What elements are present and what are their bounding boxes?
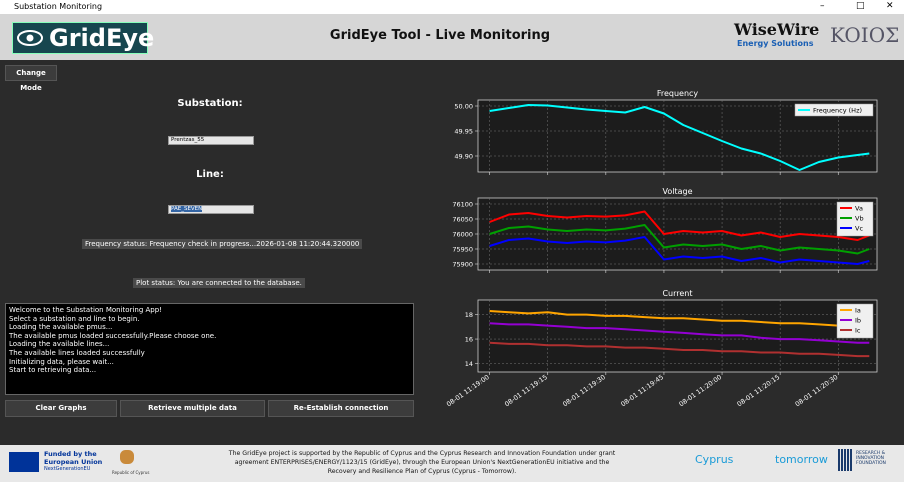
legend-label: Vc	[855, 225, 863, 233]
chart-title: Current	[662, 289, 692, 298]
plot-area	[477, 299, 878, 373]
clear-graphs-button[interactable]: Clear Graphs	[5, 400, 117, 417]
y-tick-label: 18	[465, 311, 473, 319]
series-line	[489, 236, 870, 265]
legend-label: Vb	[855, 215, 864, 223]
close-button[interactable]: ✕	[886, 1, 894, 11]
reconnect-button[interactable]: Re-Establish connection	[268, 400, 414, 417]
frequency-status: Frequency status: Frequency check in pro…	[82, 239, 363, 249]
x-tick-label: 08-01 11:19:15	[503, 373, 549, 408]
y-tick-label: 75950	[452, 246, 473, 254]
substation-dropdown[interactable]: Prentzas_55	[168, 136, 254, 145]
logo-text: GridEye	[49, 24, 155, 52]
x-tick-label: 08-01 11:20:15	[736, 373, 782, 408]
plot-status: Plot status: You are connected to the da…	[133, 278, 305, 288]
y-tick-label: 16	[465, 336, 473, 344]
log-line: The available pmus loaded successfully.P…	[9, 331, 217, 340]
series-line	[489, 310, 870, 328]
x-tick-label: 08-01 11:20:00	[678, 373, 724, 408]
change-mode-button[interactable]: Change Mode	[5, 65, 57, 92]
y-tick-label: 49.95	[454, 128, 473, 136]
series-line	[489, 104, 870, 171]
series-line	[489, 341, 870, 358]
substation-label: Substation:	[177, 98, 243, 109]
x-tick-label: 08-01 11:19:45	[619, 373, 665, 408]
retrieve-button[interactable]: Retrieve multiple data	[120, 400, 265, 417]
y-tick-label: 76050	[452, 216, 473, 224]
log-line: Loading the available pmus...	[9, 323, 113, 332]
partner2-logo: KOIOΣ	[830, 23, 900, 47]
rif-logo	[838, 449, 852, 471]
cyprus-text: Republic of Cyprus	[112, 470, 150, 475]
partner-subtitle: Energy Solutions	[737, 39, 814, 48]
log-line: Start to retrieving data...	[9, 366, 97, 375]
log-line: The available lines loaded successfully	[9, 348, 145, 357]
legend-box	[794, 103, 874, 117]
legend-label: Ib	[855, 317, 861, 325]
eu-text-1: Funded by the	[44, 450, 97, 458]
footer-text: The GridEye project is supported by the …	[228, 450, 616, 475]
y-tick-label: 76000	[452, 231, 473, 239]
y-tick-label: 50.00	[454, 103, 473, 111]
header: GridEye GridEye Tool - Live Monitoring W…	[0, 14, 904, 60]
footer: Funded by the European Union NextGenerat…	[0, 445, 904, 482]
legend-label: Ia	[855, 307, 861, 315]
legend-label: Frequency (Hz)	[813, 107, 862, 115]
legend-label: Ic	[855, 327, 861, 335]
eu-text-2: European Union	[44, 458, 103, 466]
y-tick-label: 49.90	[454, 153, 473, 161]
series-line	[489, 322, 870, 344]
rif-text: RESEARCH & INNOVATION FOUNDATION	[856, 451, 886, 466]
minimize-button[interactable]: –	[820, 1, 825, 11]
cyprus-emblem	[120, 450, 134, 464]
y-tick-label: 14	[465, 360, 473, 368]
window-title: Substation Monitoring	[14, 2, 103, 11]
y-tick-label: 75900	[452, 261, 473, 269]
partner-logo: WiseWire	[734, 20, 820, 39]
legend-label: Va	[855, 205, 863, 213]
chart-title: Voltage	[662, 187, 692, 196]
logo: GridEye	[12, 22, 154, 54]
app-title: GridEye Tool - Live Monitoring	[329, 28, 551, 43]
charts: Frequency 50.00 49.95 49.90 Frequency (Hz) Vo…	[445, 89, 878, 408]
line-label: Line:	[196, 169, 224, 180]
cyprus-tomorrow-2: tomorrow	[775, 453, 828, 466]
series-line	[489, 210, 870, 241]
y-tick-label: 76100	[452, 201, 473, 209]
x-tick-label: 08-01 11:19:30	[561, 373, 607, 408]
x-tick-label: 08-01 11:20:30	[794, 373, 840, 408]
plot-area	[477, 197, 878, 271]
log-line: Loading the available lines...	[9, 340, 110, 349]
log-line: Initializing data, please wait...	[9, 357, 114, 366]
series-line	[489, 224, 870, 255]
x-tick-label: 08-01 11:19:00	[445, 373, 491, 408]
cyprus-tomorrow-1: Cyprus	[695, 453, 734, 466]
logo-eye	[17, 30, 43, 46]
line-dropdown[interactable]: PAE_SEVEN	[168, 205, 254, 214]
line-selected: PAE_SEVEN	[171, 206, 203, 212]
log-box: Welcome to the Substation Monitoring App…	[5, 303, 414, 395]
log-line: Welcome to the Substation Monitoring App…	[9, 306, 162, 314]
title-bar: Substation Monitoring – □ ✕	[0, 0, 904, 14]
maximize-button[interactable]: □	[856, 1, 865, 11]
chart-title: Frequency	[657, 89, 699, 98]
log-line: Select a substation and line to begin.	[9, 314, 140, 323]
eu-flag	[9, 452, 39, 472]
eu-text-3: NextGenerationEU	[44, 466, 91, 472]
